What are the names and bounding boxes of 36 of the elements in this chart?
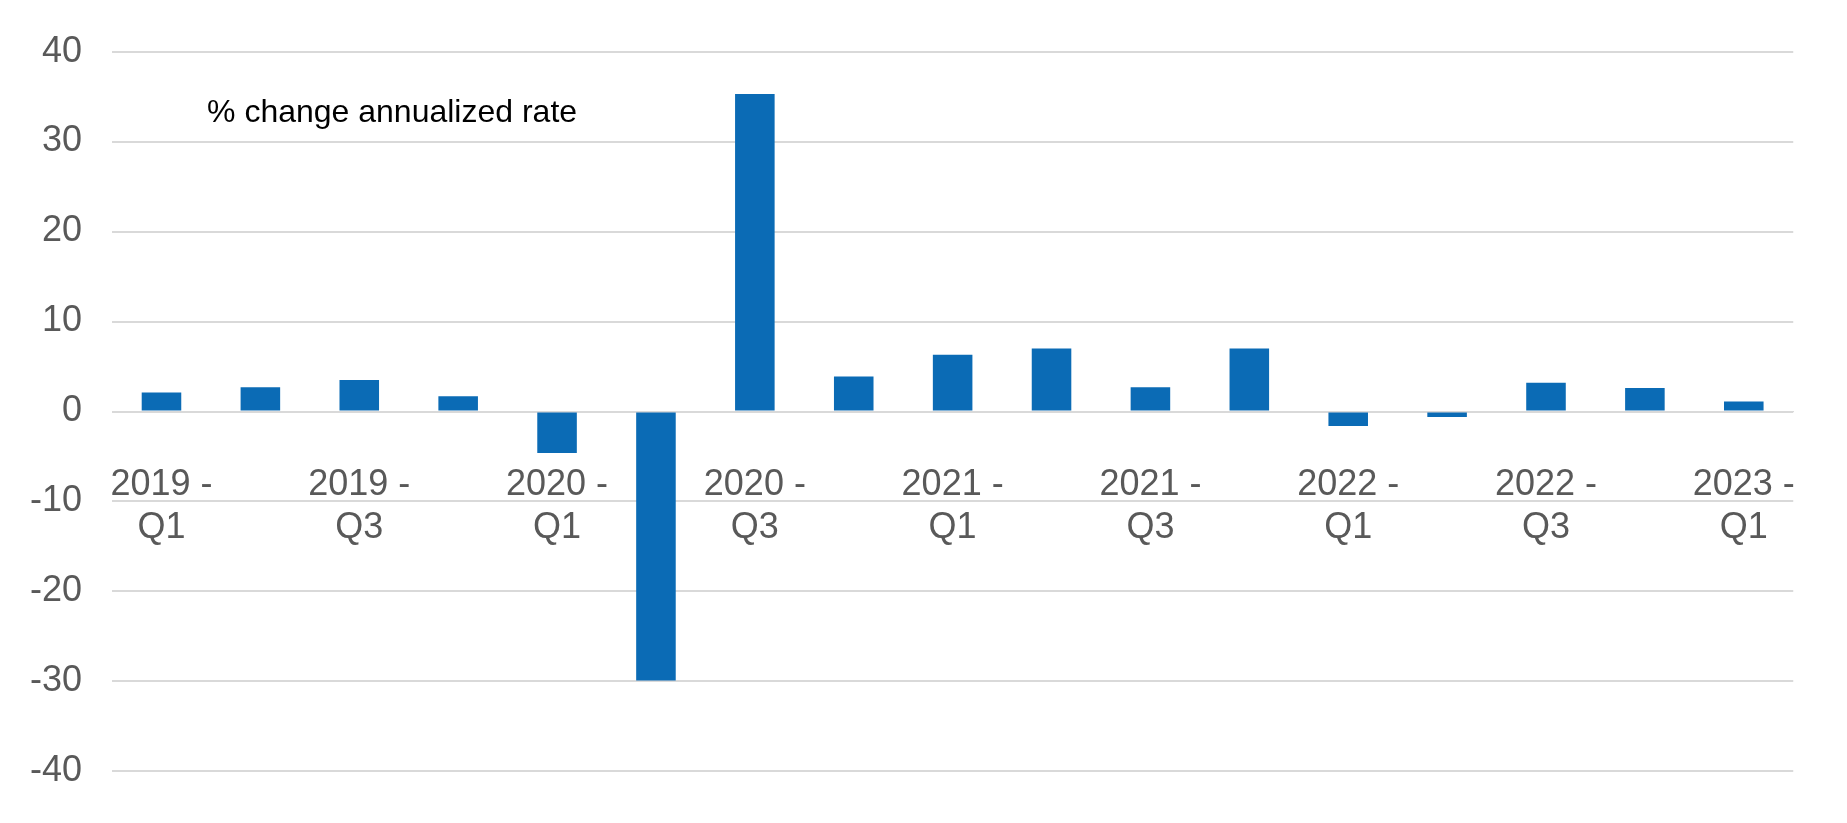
y-tick-label: 30 (41, 118, 83, 160)
x-tick-label: 2020 - Q1 (506, 462, 609, 547)
y-tick-label: 10 (41, 298, 83, 340)
bar (141, 392, 182, 411)
bar (1031, 348, 1072, 411)
y-tick-label: 20 (41, 208, 83, 250)
bar (1328, 412, 1368, 426)
x-tick-label: 2019 - Q3 (308, 462, 411, 547)
bar (537, 412, 577, 453)
x-tick-label: 2019 - Q1 (110, 462, 213, 547)
x-tick-label: 2021 - Q3 (1099, 462, 1202, 547)
bar (833, 376, 874, 411)
x-tick-label: 2020 - Q3 (703, 462, 806, 547)
y-tick-label: -30 (30, 658, 83, 700)
y-tick-label: -10 (30, 478, 83, 520)
x-tick-label: 2022 - Q3 (1494, 462, 1598, 547)
y-tick-label: -20 (30, 568, 83, 610)
y-tick-label: 0 (62, 388, 83, 430)
x-tick-label: 2021 - Q1 (901, 462, 1004, 547)
bar (636, 412, 676, 681)
bar (1724, 401, 1764, 411)
y-tick-label: -40 (30, 748, 83, 790)
bar (240, 387, 281, 411)
bar (1625, 388, 1665, 411)
bar (1130, 387, 1171, 411)
bar (1229, 348, 1270, 411)
bar (339, 380, 380, 411)
x-tick-label: 2022 - Q1 (1297, 462, 1400, 547)
bar (1427, 412, 1467, 417)
bar (438, 396, 478, 411)
bar (932, 354, 973, 411)
annotation: % change annualized rate (207, 93, 578, 130)
y-tick-label: 40 (41, 28, 83, 70)
x-tick-label: 2023 - Q1 (1692, 462, 1795, 547)
bar (1526, 382, 1566, 411)
bar (735, 93, 775, 411)
